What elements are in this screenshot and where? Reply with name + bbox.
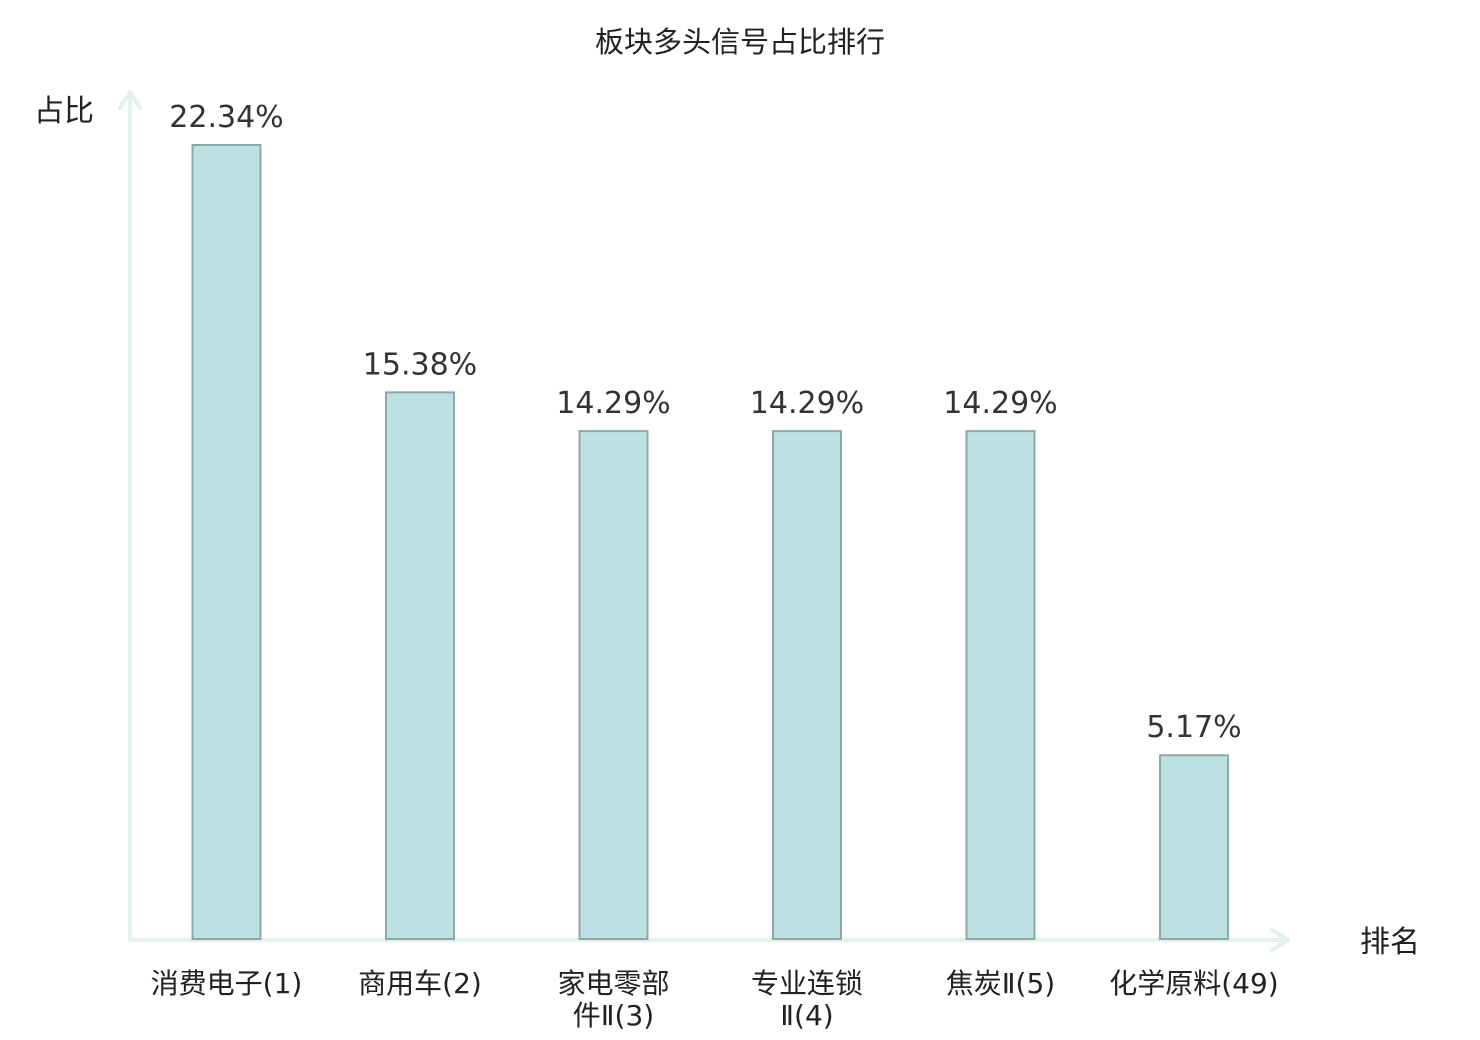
- value-label-1: 22.34%: [169, 100, 283, 135]
- bar-2: [385, 391, 455, 941]
- category-label-line: 消费电子(1): [151, 967, 303, 1000]
- x-axis-title: 排名: [1360, 925, 1420, 960]
- category-label-line: 化学原料(49): [1109, 967, 1278, 1000]
- y-axis-arrow: [118, 90, 142, 110]
- category-label-4: 专业连锁 Ⅱ(4): [751, 967, 863, 1032]
- bar-5: [965, 430, 1036, 940]
- value-label-5: 14.29%: [943, 386, 1057, 421]
- value-label-3: 14.29%: [556, 386, 670, 421]
- axes: [118, 90, 1290, 952]
- category-label-2: 商用车(2): [358, 967, 482, 1000]
- bars: [191, 143, 1229, 941]
- category-label-line: 焦炭Ⅱ(5): [946, 967, 1055, 1000]
- value-label-6: 5.17%: [1146, 710, 1241, 745]
- value-labels: 22.34% 15.38% 14.29% 14.29% 14.29% 5.17%: [169, 100, 1241, 745]
- category-label-1: 消费电子(1): [151, 967, 303, 1000]
- category-label-line: 专业连锁: [751, 967, 863, 1000]
- bar-6: [1159, 754, 1229, 940]
- category-label-line: 家电零部: [557, 967, 669, 1000]
- category-label-line: 商用车(2): [358, 967, 482, 1000]
- y-axis-title: 占比: [34, 94, 94, 129]
- category-labels: 消费电子(1) 商用车(2) 家电零部件Ⅱ(3) 专业连锁 Ⅱ(4) 焦炭Ⅱ(5) 化学原料…: [151, 967, 1279, 1032]
- category-label-line: Ⅱ(4): [780, 999, 833, 1032]
- category-label-5: 焦炭Ⅱ(5): [946, 967, 1055, 1000]
- value-label-2: 15.38%: [363, 347, 477, 382]
- bar-3: [578, 430, 649, 940]
- category-label-line: 件Ⅱ(3): [573, 999, 654, 1032]
- value-label-4: 14.29%: [750, 386, 864, 421]
- x-axis-arrow: [1270, 928, 1290, 952]
- category-label-3: 家电零部件Ⅱ(3): [557, 967, 669, 1032]
- bar-4: [772, 430, 842, 940]
- category-label-6: 化学原料(49): [1109, 967, 1278, 1000]
- bar-1: [191, 143, 262, 941]
- chart-title: 板块多头信号占比排行: [595, 25, 885, 59]
